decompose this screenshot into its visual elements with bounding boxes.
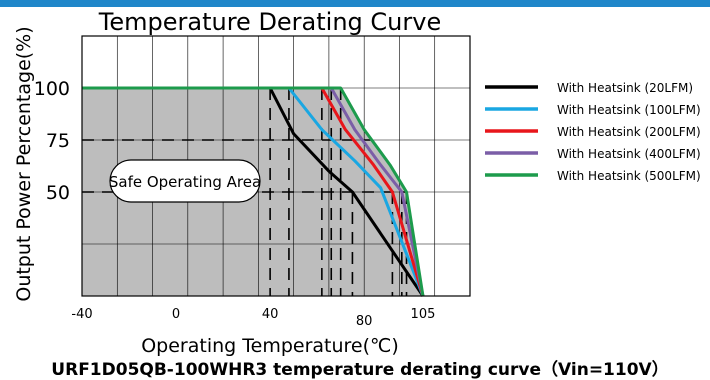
legend: With Heatsink (20LFM) With Heatsink (100L… [485,81,701,183]
chart-title: Temperature Derating Curve [98,8,441,36]
x-tick-label: 80 [356,314,373,329]
x-tick-label: 40 [262,307,279,322]
series-line-5 [82,86,425,297]
x-tick-label: 0 [172,307,180,322]
safe-area-text: Safe Operating Area [109,173,261,191]
x-tick-label: 105 [411,307,436,322]
chart-caption: URF1D05QB-100WHR3 temperature derating c… [51,359,668,380]
safe-area-bubble [109,159,261,203]
top-accent-bar [0,0,710,7]
legend-label: With Heatsink (20LFM) [557,81,693,95]
safe-area-label: Safe Operating Area [109,159,261,203]
legend-label: With Heatsink (400LFM) [557,147,701,161]
x-tick-label: -40 [71,307,92,322]
legend-label: With Heatsink (500LFM) [557,169,701,183]
x-axis-label: Operating Temperature(℃) [141,335,399,357]
y-tick-label: 75 [46,130,70,152]
y-axis-label: Output Power Percentage(%) [13,26,35,301]
legend-label: With Heatsink (100LFM) [557,103,701,117]
x-tick-labels: -40 0 40 80 105 [71,307,435,329]
y-tick-label: 50 [46,182,70,204]
series-lines [82,86,425,297]
y-tick-labels: 100 75 50 [34,78,70,204]
legend-label: With Heatsink (200LFM) [557,125,701,139]
y-tick-label: 100 [34,78,70,100]
plot-border [81,35,471,297]
